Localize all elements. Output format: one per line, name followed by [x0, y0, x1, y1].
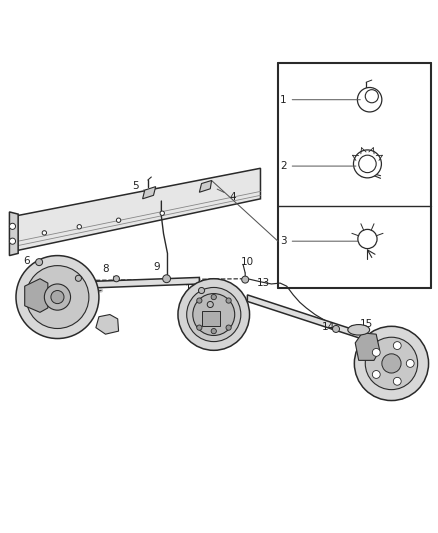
Text: 8: 8 — [102, 264, 114, 277]
Circle shape — [353, 150, 381, 178]
Circle shape — [35, 259, 42, 265]
Circle shape — [393, 342, 401, 350]
Text: 13: 13 — [257, 278, 270, 288]
Circle shape — [226, 298, 231, 303]
Circle shape — [365, 90, 378, 103]
Circle shape — [357, 87, 382, 112]
Text: 7: 7 — [69, 271, 76, 281]
Text: 9: 9 — [154, 262, 165, 277]
Text: 12: 12 — [198, 302, 212, 312]
Polygon shape — [25, 279, 48, 312]
Circle shape — [160, 211, 164, 215]
Circle shape — [359, 155, 376, 173]
Circle shape — [211, 328, 216, 334]
Circle shape — [207, 302, 213, 308]
Circle shape — [44, 284, 71, 310]
Circle shape — [226, 325, 231, 330]
Circle shape — [113, 276, 120, 282]
Circle shape — [372, 349, 380, 357]
Polygon shape — [96, 314, 119, 334]
Circle shape — [393, 377, 401, 385]
Circle shape — [332, 326, 339, 333]
Circle shape — [26, 265, 89, 328]
Circle shape — [382, 354, 401, 373]
Text: 14: 14 — [321, 322, 335, 332]
Circle shape — [178, 279, 250, 350]
Bar — [202, 311, 220, 326]
Polygon shape — [247, 295, 361, 338]
Circle shape — [198, 287, 205, 294]
Circle shape — [16, 256, 99, 338]
Polygon shape — [46, 277, 199, 289]
Polygon shape — [355, 333, 380, 360]
Circle shape — [75, 275, 81, 281]
Circle shape — [365, 337, 418, 390]
Circle shape — [242, 276, 249, 283]
Polygon shape — [199, 181, 212, 192]
Ellipse shape — [348, 325, 370, 335]
Circle shape — [193, 294, 235, 335]
Text: 3: 3 — [280, 236, 358, 246]
Circle shape — [354, 326, 428, 400]
Circle shape — [77, 224, 81, 229]
Text: 10: 10 — [241, 257, 254, 273]
Text: 4: 4 — [217, 189, 236, 201]
Circle shape — [117, 218, 121, 222]
Polygon shape — [10, 212, 18, 256]
Circle shape — [197, 298, 202, 303]
Text: 6: 6 — [24, 256, 36, 266]
Circle shape — [42, 231, 46, 235]
Polygon shape — [143, 187, 155, 199]
Text: 5: 5 — [132, 181, 145, 191]
Text: 11: 11 — [185, 284, 201, 294]
Circle shape — [197, 325, 202, 330]
Circle shape — [162, 275, 170, 282]
Text: 15: 15 — [360, 319, 373, 329]
Text: 2: 2 — [280, 161, 356, 171]
Circle shape — [358, 229, 377, 248]
Circle shape — [187, 287, 241, 342]
Circle shape — [10, 223, 15, 229]
Polygon shape — [14, 168, 261, 251]
Circle shape — [211, 294, 216, 300]
Text: 1: 1 — [280, 95, 360, 104]
Circle shape — [406, 359, 414, 367]
Circle shape — [51, 290, 64, 304]
Circle shape — [10, 238, 15, 244]
Circle shape — [372, 370, 380, 378]
